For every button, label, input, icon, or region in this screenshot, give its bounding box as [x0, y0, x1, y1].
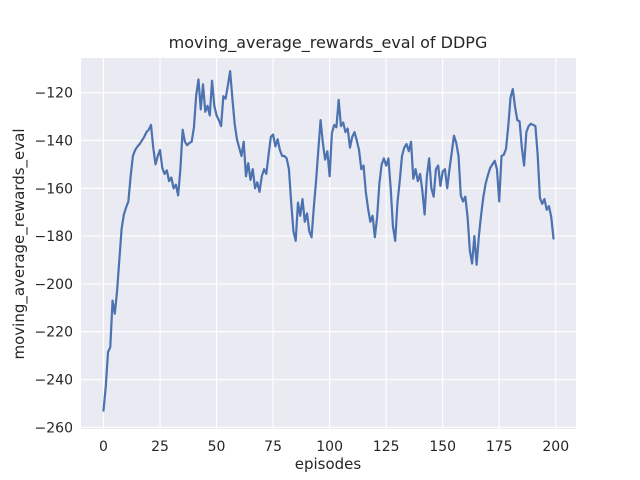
x-tick-label: 125: [373, 439, 400, 455]
plot-area: [81, 58, 576, 429]
x-tick-label: 75: [264, 439, 282, 455]
x-axis-label: episodes: [295, 455, 362, 473]
y-tick-label: −260: [35, 420, 73, 436]
x-tick-label: 50: [208, 439, 226, 455]
y-tick-label: −240: [35, 373, 73, 389]
y-tick-label: −140: [35, 133, 73, 149]
x-tick-label: 175: [486, 439, 513, 455]
gridlines: [81, 58, 576, 429]
y-tick-label: −180: [35, 229, 73, 245]
x-tick-label: 100: [316, 439, 343, 455]
tick-labels: 0 25 50 75 100 125 150 175 200 −120 −140 −160 −180 −2…: [35, 86, 570, 455]
x-tick-label: 25: [151, 439, 169, 455]
x-tick-label: 0: [99, 439, 108, 455]
y-tick-label: −220: [35, 325, 73, 341]
y-tick-label: −200: [35, 277, 73, 293]
y-tick-label: −160: [35, 181, 73, 197]
reward-line: [102, 70, 555, 412]
x-tick-label: 200: [542, 439, 569, 455]
chart-title: moving_average_rewards_eval of DDPG: [169, 33, 488, 53]
x-tick-label: 150: [429, 439, 456, 455]
y-axis-label: moving_average_rewards_eval: [10, 129, 29, 360]
y-tick-label: −120: [35, 86, 73, 102]
